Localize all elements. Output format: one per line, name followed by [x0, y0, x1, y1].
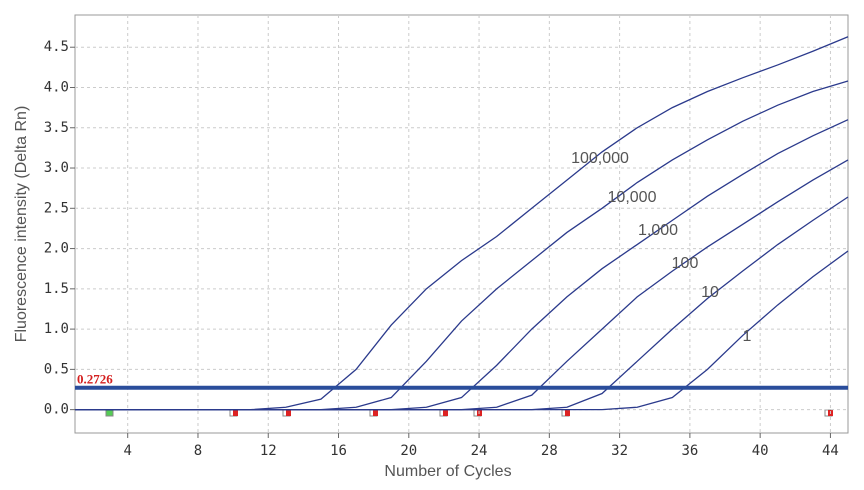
x-tick-label: 24: [471, 443, 488, 459]
x-tick-label: 36: [681, 443, 698, 459]
y-tick-label: 4.5: [44, 39, 69, 55]
y-tick-label: 3.5: [44, 120, 69, 136]
curve-label: 100: [672, 255, 699, 272]
curve-label: 10: [701, 284, 719, 301]
plot-area: [74, 14, 849, 434]
x-tick-label: 16: [330, 443, 347, 459]
x-tick-label: 4: [123, 443, 131, 459]
curve-label: 1,000: [638, 222, 678, 239]
x-tick-label: 44: [822, 443, 839, 459]
x-tick-label: 20: [400, 443, 417, 459]
y-tick-label: 1.0: [44, 321, 69, 337]
y-tick-label: 3.0: [44, 160, 69, 176]
x-axis-title: Number of Cycles: [384, 463, 511, 480]
y-tick-label: 4.0: [44, 79, 69, 95]
amplification-curve: [75, 250, 849, 411]
curve-label: 100,000: [571, 150, 629, 167]
baseline-markers: [105, 409, 833, 417]
y-tick-label: 0.5: [44, 361, 69, 377]
x-tick-label: 32: [611, 443, 628, 459]
y-tick-label: 1.5: [44, 281, 69, 297]
x-tick-label: 28: [541, 443, 558, 459]
y-axis-title: Fluorescence intensity (Delta Rn): [13, 106, 30, 343]
curve-label: 1: [743, 328, 752, 345]
y-tick-label: 0.0: [44, 402, 69, 418]
x-tick-label: 12: [260, 443, 277, 459]
curve-label: 10,000: [608, 189, 657, 206]
threshold-label: 0.2726: [77, 372, 113, 387]
x-tick-label: 40: [752, 443, 769, 459]
x-tick-label: 8: [194, 443, 202, 459]
y-tick-label: 2.5: [44, 200, 69, 216]
y-tick-label: 2.0: [44, 241, 69, 257]
